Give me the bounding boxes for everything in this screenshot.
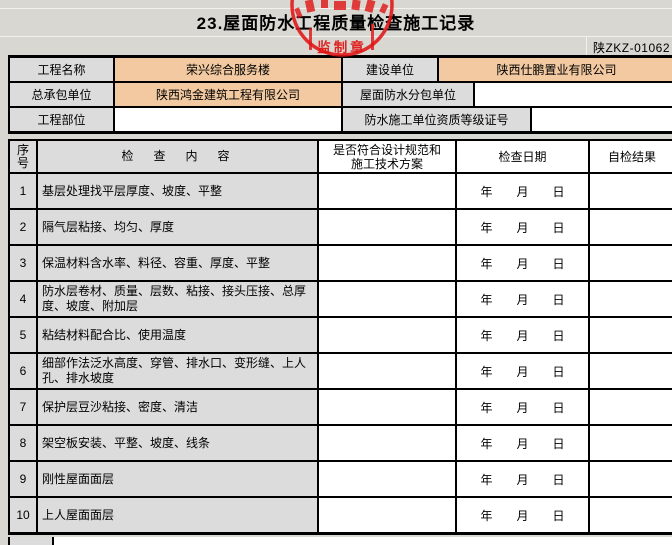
general-contractor-value[interactable]: 陕西鸿金建筑工程有限公司 <box>115 83 343 106</box>
date-cell[interactable]: 年 月 日 <box>457 246 590 280</box>
compliance-cell[interactable] <box>319 246 457 280</box>
result-cell[interactable] <box>590 390 672 424</box>
row-number: 9 <box>10 462 38 496</box>
compliance-cell[interactable] <box>319 426 457 460</box>
inspection-content: 架空板安装、平整、坡度、线条 <box>38 426 319 460</box>
result-cell[interactable] <box>590 318 672 352</box>
inspection-table: 序号 检 查 内 容 是否符合设计规范和 施工技术方案 检查日期 自检结果 1 … <box>8 139 672 535</box>
row-number: 4 <box>10 282 38 316</box>
result-cell[interactable] <box>590 174 672 208</box>
compliance-cell[interactable] <box>319 318 457 352</box>
result-cell[interactable] <box>590 354 672 388</box>
info-row: 工程名称 荣兴综合服务楼 建设单位 陕西仕鹏置业有限公司 <box>10 58 672 83</box>
date-cell[interactable]: 年 月 日 <box>457 462 590 496</box>
qualification-no-value[interactable] <box>532 108 672 131</box>
compliance-cell[interactable] <box>319 174 457 208</box>
row-number: 1 <box>10 174 38 208</box>
table-row: 6 细部作法泛水高度、穿管、排水口、变形缝、上人孔、排水坡度 年 月 日 <box>10 354 672 390</box>
date-cell[interactable]: 年 月 日 <box>457 390 590 424</box>
table-row: 10 上人屋面面层 年 月 日 <box>10 498 672 532</box>
table-row: 1 基层处理找平层厚度、坡度、平整 年 月 日 <box>10 174 672 210</box>
construction-unit-value[interactable]: 陕西仕鹏置业有限公司 <box>439 58 672 81</box>
general-contractor-label: 总承包单位 <box>10 83 115 106</box>
header-content: 检 查 内 容 <box>38 141 319 172</box>
info-row: 总承包单位 陕西鸿金建筑工程有限公司 屋面防水分包单位 <box>10 83 672 108</box>
header-date: 检查日期 <box>457 141 590 172</box>
partial-cell <box>10 537 54 545</box>
inspection-content: 隔气层粘接、均匀、厚度 <box>38 210 319 244</box>
inspection-content: 防水层卷材、质量、层数、粘接、接头压接、总厚度、坡度、附加层 <box>38 282 319 316</box>
row-number: 2 <box>10 210 38 244</box>
inspection-content: 基层处理找平层厚度、坡度、平整 <box>38 174 319 208</box>
compliance-cell[interactable] <box>319 498 457 532</box>
page-title: 23.屋面防水工程质量检查施工记录 <box>196 14 476 33</box>
result-cell[interactable] <box>590 462 672 496</box>
row-number: 3 <box>10 246 38 280</box>
gridline <box>0 36 672 37</box>
inspection-content: 保温材料含水率、料径、容重、厚度、平整 <box>38 246 319 280</box>
header-no: 序号 <box>10 141 38 172</box>
subcontractor-value[interactable] <box>475 83 672 106</box>
row-number: 6 <box>10 354 38 388</box>
compliance-cell[interactable] <box>319 390 457 424</box>
inspection-content: 保护层豆沙粘接、密度、清洁 <box>38 390 319 424</box>
result-cell[interactable] <box>590 426 672 460</box>
table-row: 7 保护层豆沙粘接、密度、清洁 年 月 日 <box>10 390 672 426</box>
gridline <box>586 36 587 55</box>
header-compliance-line2: 施工技术方案 <box>350 156 423 171</box>
project-name-label: 工程名称 <box>10 58 115 81</box>
date-cell[interactable]: 年 月 日 <box>457 210 590 244</box>
table-row: 4 防水层卷材、质量、层数、粘接、接头压接、总厚度、坡度、附加层 年 月 日 <box>10 282 672 318</box>
row-number: 10 <box>10 498 38 532</box>
subcontractor-label: 屋面防水分包单位 <box>343 83 475 106</box>
date-cell[interactable]: 年 月 日 <box>457 498 590 532</box>
compliance-cell[interactable] <box>319 282 457 316</box>
result-cell[interactable] <box>590 246 672 280</box>
inspection-content: 粘结材料配合比、使用温度 <box>38 318 319 352</box>
row-number: 7 <box>10 390 38 424</box>
header-compliance-line1: 是否符合设计规范和 <box>332 142 441 157</box>
compliance-cell[interactable] <box>319 462 457 496</box>
project-part-value[interactable] <box>115 108 343 131</box>
table-row: 9 刚性屋面面层 年 月 日 <box>10 462 672 498</box>
row-number: 8 <box>10 426 38 460</box>
date-cell[interactable]: 年 月 日 <box>457 282 590 316</box>
header-compliance: 是否符合设计规范和 施工技术方案 <box>319 141 457 172</box>
compliance-cell[interactable] <box>319 354 457 388</box>
table-header-row: 序号 检 查 内 容 是否符合设计规范和 施工技术方案 检查日期 自检结果 <box>10 141 672 174</box>
date-cell[interactable]: 年 月 日 <box>457 174 590 208</box>
inspection-content: 细部作法泛水高度、穿管、排水口、变形缝、上人孔、排水坡度 <box>38 354 319 388</box>
date-cell[interactable]: 年 月 日 <box>457 426 590 460</box>
qualification-no-label: 防水施工单位资质等级证号 <box>343 108 532 131</box>
table-row: 8 架空板安装、平整、坡度、线条 年 月 日 <box>10 426 672 462</box>
construction-unit-label: 建设单位 <box>343 58 439 81</box>
result-cell[interactable] <box>590 210 672 244</box>
date-cell[interactable]: 年 月 日 <box>457 354 590 388</box>
inspection-content: 上人屋面面层 <box>38 498 319 532</box>
date-cell[interactable]: 年 月 日 <box>457 318 590 352</box>
project-name-value[interactable]: 荣兴综合服务楼 <box>115 58 343 81</box>
table-row: 3 保温材料含水率、料径、容重、厚度、平整 年 月 日 <box>10 246 672 282</box>
partial-next-row <box>8 537 672 545</box>
row-number: 5 <box>10 318 38 352</box>
inspection-content: 刚性屋面面层 <box>38 462 319 496</box>
header-result: 自检结果 <box>590 141 672 172</box>
result-cell[interactable] <box>590 282 672 316</box>
project-part-label: 工程部位 <box>10 108 115 131</box>
project-info-table: 工程名称 荣兴综合服务楼 建设单位 陕西仕鹏置业有限公司 总承包单位 陕西鸿金建… <box>8 55 672 134</box>
table-row: 2 隔气层粘接、均匀、厚度 年 月 日 <box>10 210 672 246</box>
table-row: 5 粘结材料配合比、使用温度 年 月 日 <box>10 318 672 354</box>
compliance-cell[interactable] <box>319 210 457 244</box>
info-row: 工程部位 防水施工单位资质等级证号 <box>10 108 672 131</box>
result-cell[interactable] <box>590 498 672 532</box>
form-code: 陕ZKZ-01062 <box>592 41 670 55</box>
stamp-label: 监制章 <box>317 39 367 55</box>
